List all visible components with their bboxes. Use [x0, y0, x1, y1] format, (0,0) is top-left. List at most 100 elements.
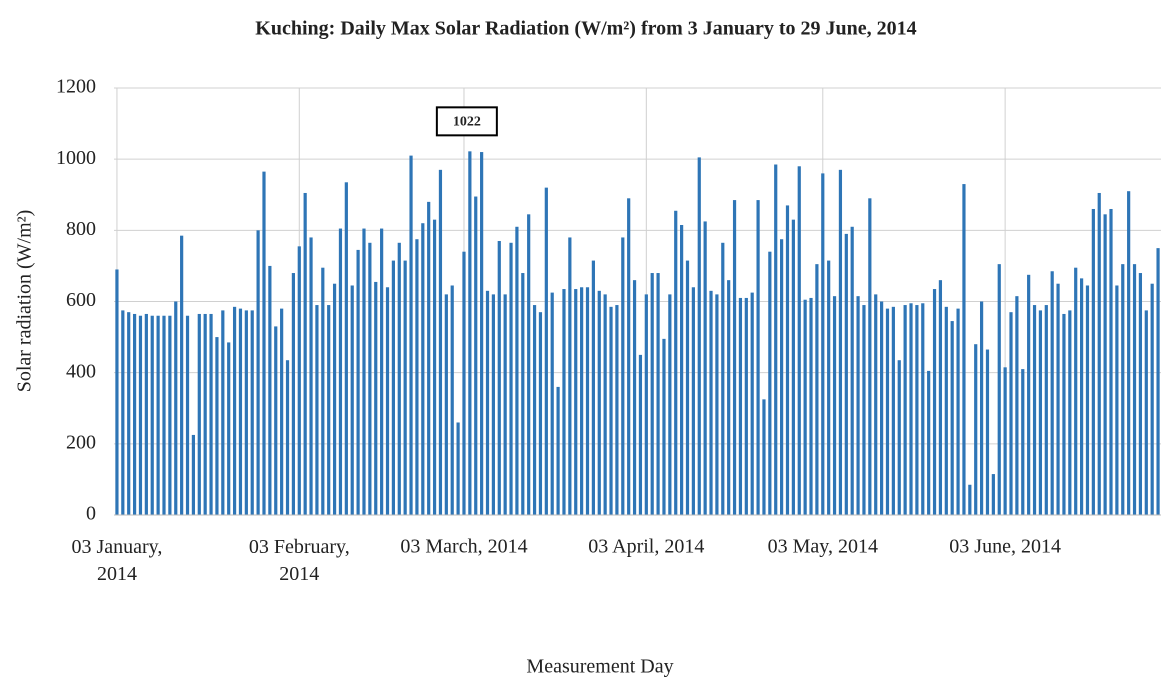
bar [274, 326, 278, 515]
bar [1144, 310, 1148, 515]
bar [921, 303, 925, 515]
bar [680, 224, 684, 515]
bar [697, 157, 701, 515]
bar [227, 342, 231, 515]
bar [409, 155, 413, 515]
bar [250, 310, 254, 515]
bar [703, 221, 707, 515]
annotation: 1022 [453, 115, 481, 130]
annotation-box [435, 106, 498, 137]
x-tick-label: 03 June, 2014 [949, 536, 1061, 558]
bar [803, 299, 807, 515]
bar [644, 294, 648, 515]
x-tick-label: 03 May, 2014 [768, 536, 878, 558]
bar [480, 152, 484, 516]
bar [962, 184, 966, 515]
bar [232, 306, 237, 515]
bar [974, 344, 978, 515]
bar [1132, 264, 1137, 515]
bar [880, 301, 884, 515]
bar [515, 226, 519, 515]
bar [991, 474, 995, 515]
bar [1068, 310, 1072, 515]
bar [362, 228, 366, 515]
bar [597, 290, 601, 515]
bar [1097, 192, 1101, 516]
bar [874, 294, 878, 515]
bar [656, 273, 660, 515]
bar [979, 301, 984, 515]
bar [1091, 208, 1095, 515]
y-tick-label: 0 [86, 503, 96, 525]
bar [1085, 285, 1090, 515]
bar [1021, 369, 1025, 515]
bar [721, 242, 725, 515]
bar [115, 269, 119, 515]
bar [797, 166, 801, 516]
bar [1038, 310, 1043, 515]
bar [456, 422, 460, 515]
bar [927, 370, 931, 515]
bar [791, 219, 795, 516]
bar [215, 337, 219, 515]
bar [750, 292, 754, 515]
bar [332, 283, 337, 515]
bar [632, 280, 637, 515]
bar [1150, 283, 1154, 515]
bar [885, 308, 890, 515]
bar [503, 294, 507, 515]
bar [785, 205, 790, 516]
bar [385, 287, 390, 515]
bar [662, 338, 666, 515]
bar [591, 260, 595, 515]
bar [744, 297, 748, 515]
bar [421, 223, 425, 515]
bar [356, 249, 360, 515]
bar [138, 315, 143, 515]
bar [197, 313, 201, 515]
bar [1027, 274, 1031, 515]
bar [856, 296, 860, 515]
bar [491, 294, 495, 515]
bar [156, 315, 160, 515]
bar [150, 315, 154, 515]
bar [621, 237, 625, 515]
bar [1103, 214, 1107, 515]
bar [391, 260, 395, 515]
bar [938, 280, 943, 515]
bar [185, 315, 190, 515]
bar [1127, 191, 1131, 516]
bar [462, 251, 466, 515]
bar [397, 242, 401, 515]
chart-title: Kuching: Daily Max Solar Radiation (W/m²… [255, 18, 916, 40]
bar [756, 200, 760, 515]
bar [997, 264, 1001, 515]
bar [344, 182, 348, 515]
bar [862, 305, 866, 515]
bar [338, 228, 343, 515]
bar [280, 308, 284, 515]
bar [1109, 208, 1113, 515]
bar [521, 273, 525, 515]
bar [327, 305, 331, 515]
bar [868, 198, 872, 515]
bar [1074, 267, 1078, 515]
bar [415, 239, 419, 515]
bar [468, 151, 472, 516]
bar [891, 306, 895, 515]
bar [350, 285, 354, 515]
bar [580, 287, 584, 515]
bar [368, 242, 372, 515]
bar [474, 196, 478, 515]
bar [191, 434, 196, 515]
bar [774, 164, 778, 516]
bar [244, 310, 248, 515]
y-tick-label: 200 [66, 431, 96, 453]
bar [532, 305, 537, 515]
bar [132, 313, 137, 515]
y-tick-label: 400 [66, 360, 96, 382]
bar [585, 287, 590, 515]
bar [538, 312, 543, 515]
bar [1050, 271, 1054, 515]
